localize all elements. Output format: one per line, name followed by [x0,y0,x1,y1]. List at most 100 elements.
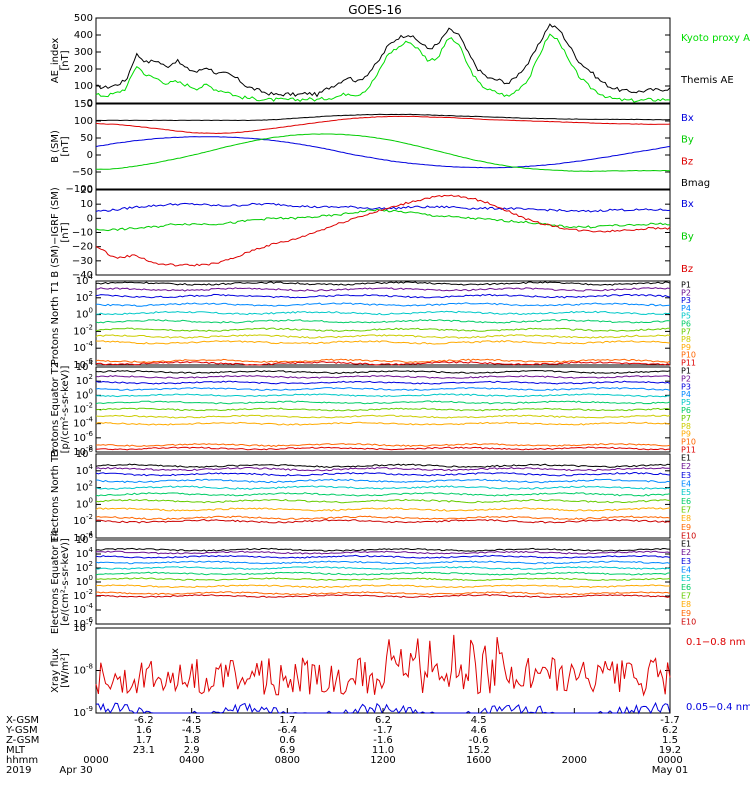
series-line-0-1-0-8-nm [95,634,671,697]
series-line-p7 [95,407,671,412]
x-cell-z-gsm: 1.8 [184,735,200,746]
series-line-e9 [95,591,671,596]
y-axis-unit: [nT] [60,136,71,156]
y-tick-label: 104 [76,546,94,560]
x-cell-mlt: 15.2 [468,745,490,756]
panel-frame [95,627,671,714]
legend-p9: P9 [681,343,691,352]
series-line-p4 [96,302,671,307]
y-axis-label: B (SM) [50,130,61,163]
legend-p11: P11 [681,359,696,368]
legend-e6: E6 [681,583,691,592]
series-line-p8 [95,414,671,419]
x-row-label-x-gsm: X-GSM [6,715,39,726]
series-line-e1 [95,463,671,468]
y-axis-label: Electrons Equator T4 [50,530,61,634]
legend-e3: E3 [681,471,691,480]
x-row-label-hhmm: hhmm [6,755,38,766]
y-tick-label: 0 [87,213,93,224]
series-line-by [95,133,671,173]
y-tick-label: 500 [74,13,93,24]
legend-e5: E5 [681,574,691,583]
panel-frame [95,366,671,453]
x-cell-mlt: 6.9 [279,745,295,756]
series-line-e4 [95,560,671,565]
legend-e10: E10 [681,532,696,541]
series-line-e6 [95,492,671,497]
y-tick-label: 10-2 [73,323,93,337]
series-line-e3 [95,471,671,477]
y-tick-label: 10-4 [73,602,93,616]
y-axis-label: AE_index [50,38,61,84]
series-line-bz [95,194,671,267]
legend-e2: E2 [681,548,691,557]
legend-e7: E7 [681,506,691,515]
y-tick-label: −100 [66,184,93,195]
legend-themis-ae: Themis AE [680,75,734,86]
y-tick-label: 102 [76,290,93,304]
series-line-p8 [95,334,671,339]
legend-p4: P4 [681,304,691,313]
legend-e4: E4 [681,480,691,489]
legend-p3: P3 [681,296,691,305]
y-axis-label: B (SM)−IGRF (SM) [50,187,61,278]
legend-bx: Bx [681,199,694,210]
x-cell-y-gsm: -4.5 [182,725,202,736]
y-axis-unit: [nT] [60,222,71,242]
legend-p2: P2 [681,374,691,383]
series-line-bx [95,202,671,213]
y-tick-label: 100 [76,307,93,321]
y-axis-label: Electrons North T3 [50,449,61,542]
x-row-label-2019: 2019 [6,765,31,776]
y-tick-label: 104 [76,359,94,373]
legend-p2: P2 [681,288,691,297]
x-cell-z-gsm: 0.6 [279,735,295,746]
x-cell-y-gsm: -6.4 [278,725,298,736]
x-cell-date: Apr 30 [59,765,92,776]
series-line-p7 [95,327,671,332]
y-axis-unit: [nT] [60,50,71,70]
panel-frame [95,189,671,276]
series-line-e9 [95,515,671,521]
legend-p5: P5 [681,312,691,321]
y-tick-label: 400 [74,30,93,41]
x-cell-hhmm: 2000 [562,755,587,766]
series-line-bx [95,136,671,169]
series-line-e8 [95,584,671,589]
x-cell-mlt: 23.1 [133,745,155,756]
y-tick-label: 104 [76,273,94,287]
x-cell-z-gsm: 1.7 [136,735,152,746]
series-line-e4 [95,478,671,484]
series-line-p3 [95,293,671,299]
y-tick-label: 200 [74,64,93,75]
y-tick-label: 100 [76,574,93,588]
legend-kyoto-proxy-ae: Kyoto proxy AE [681,33,750,44]
y-tick-label: 100 [74,81,93,92]
legend-bz: Bz [681,264,693,275]
series-line-p10 [95,358,671,364]
legend-p9: P9 [681,430,691,439]
y-tick-label: 102 [76,480,93,494]
panel-2: −100 −50 0 50 100 150 B (SM) [nT] Bx By Bz Bmag [50,99,710,195]
y-tick-label: 100 [74,116,93,127]
legend-e6: E6 [681,497,691,506]
series-line-p9 [95,340,671,345]
legend-e5: E5 [681,488,691,497]
x-cell-hhmm: 0000 [83,755,108,766]
legend-e3: E3 [681,557,691,566]
legend-p10: P10 [681,438,696,447]
series-line-p11 [95,361,671,366]
y-tick-label: −50 [72,167,93,178]
y-tick-label: 102 [76,373,93,387]
series-line-e2 [95,550,671,555]
panel-frame [95,539,671,625]
legend-p8: P8 [681,335,691,344]
legend-p5: P5 [681,398,691,407]
